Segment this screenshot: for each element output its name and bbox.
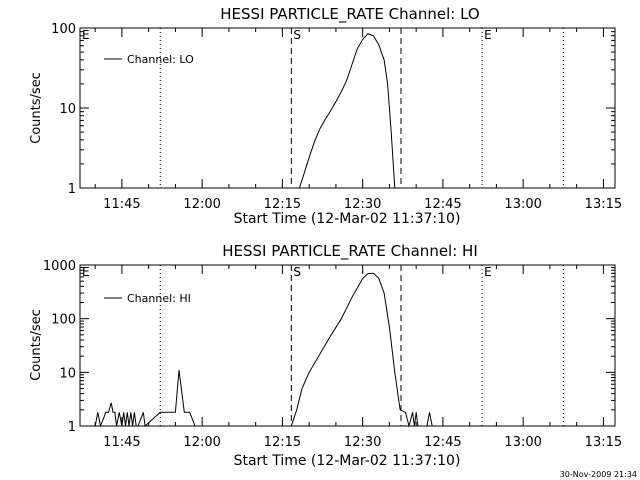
- footer-timestamp: 30-Nov-2009 21:34: [560, 470, 637, 479]
- y-tick-label: 10: [59, 102, 76, 117]
- marker-label: E: [82, 28, 90, 42]
- y-tick-label: 100: [51, 313, 76, 328]
- y-axis-label-lo: Counts/sec: [29, 72, 44, 144]
- x-tick-label: 12:15: [264, 197, 301, 212]
- legend-label-hi: Channel: HI: [127, 292, 191, 305]
- legend-label-lo: Channel: LO: [127, 53, 194, 66]
- y-tick-label: 10: [59, 366, 76, 381]
- x-tick-label: 13:00: [504, 435, 541, 450]
- series-line: [298, 33, 396, 189]
- panel-hi: HESSI PARTICLE_RATE Channel: HI 11:45 12:…: [29, 242, 622, 469]
- marker-label: E: [82, 265, 90, 279]
- axis-ticks-hi: 11:45 12:00 12:15 12:30 12:45 13:00 13:15 1 10 10…: [43, 259, 622, 450]
- x-tick-label: 13:00: [504, 197, 541, 212]
- y-tick-label: 1000: [43, 259, 76, 274]
- series-line: [94, 272, 433, 428]
- x-tick-label: 11:45: [103, 197, 140, 212]
- series-lo: [298, 33, 396, 189]
- x-tick-label: 12:00: [183, 435, 220, 450]
- x-tick-label: 12:45: [424, 435, 461, 450]
- x-tick-label: 12:30: [344, 435, 381, 450]
- x-tick-label: 11:45: [103, 435, 140, 450]
- x-axis-label-hi: Start Time (12-Mar-02 11:37:10): [234, 453, 461, 469]
- y-tick-label: 1: [68, 420, 76, 435]
- x-axis-label-lo: Start Time (12-Mar-02 11:37:10): [234, 211, 461, 227]
- axis-ticks-lo: 11:45 12:00 12:15 12:30 12:45 13:00 13:15 1 10 10…: [51, 22, 622, 212]
- x-tick-label: 12:15: [264, 435, 301, 450]
- series-hi: [94, 272, 433, 428]
- marker-label: E: [484, 265, 492, 279]
- y-tick-label: 1: [68, 182, 76, 197]
- y-axis-label-hi: Counts/sec: [29, 309, 44, 381]
- marker-label: S: [293, 28, 301, 42]
- chart-title-hi: HESSI PARTICLE_RATE Channel: HI: [222, 242, 478, 261]
- marker-label: E: [484, 28, 492, 42]
- x-tick-label: 12:30: [344, 197, 381, 212]
- x-tick-label: 13:15: [585, 435, 622, 450]
- chart-title-lo: HESSI PARTICLE_RATE Channel: LO: [220, 5, 479, 24]
- panel-lo: HESSI PARTICLE_RATE Channel: LO 11:45 12:…: [29, 5, 622, 227]
- x-tick-label: 12:00: [183, 197, 220, 212]
- x-tick-label: 13:15: [585, 197, 622, 212]
- x-tick-label: 12:45: [424, 197, 461, 212]
- marker-label: S: [293, 265, 301, 279]
- y-tick-label: 100: [51, 22, 76, 37]
